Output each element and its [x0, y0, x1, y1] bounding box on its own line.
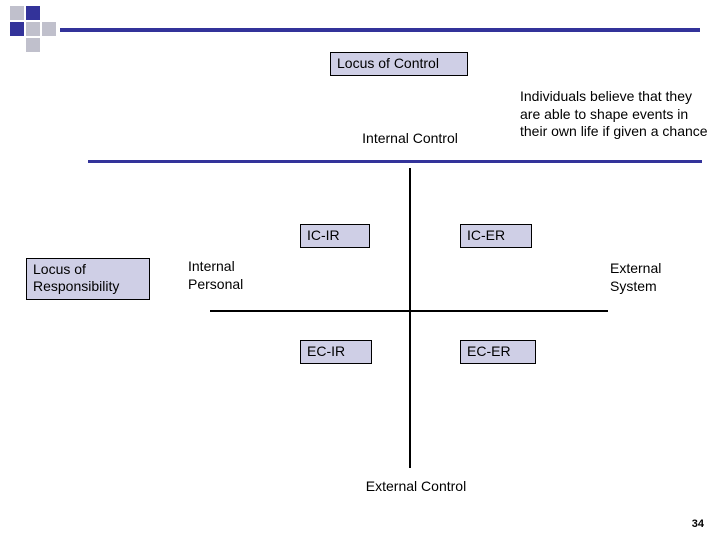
quadrant-ic-er: IC-ER [460, 224, 532, 248]
decor-square [10, 6, 24, 20]
decor-square [26, 38, 40, 52]
vertical-axis [409, 168, 411, 468]
underline-rule [88, 160, 702, 163]
decor-square [26, 6, 40, 20]
header-rule [60, 28, 700, 32]
decor-square [26, 22, 40, 36]
belief-text: Individuals believe that they are able t… [520, 88, 710, 166]
title-locus-of-control: Locus of Control [330, 52, 468, 76]
quadrant-ec-ir: EC-IR [300, 340, 372, 364]
label-internal-control: Internal Control [350, 130, 470, 148]
label-internal-personal: Internal Personal [188, 258, 268, 294]
label-external-control: External Control [356, 478, 476, 496]
label-locus-of-responsibility: Locus of Responsibility [26, 258, 150, 300]
page-number: 34 [692, 518, 704, 530]
quadrant-ic-ir: IC-IR [300, 224, 370, 248]
quadrant-ec-er: EC-ER [460, 340, 536, 364]
decor-square [42, 22, 56, 36]
horizontal-axis [210, 310, 608, 312]
decor-square [10, 22, 24, 36]
label-external-system: External System [610, 260, 690, 296]
